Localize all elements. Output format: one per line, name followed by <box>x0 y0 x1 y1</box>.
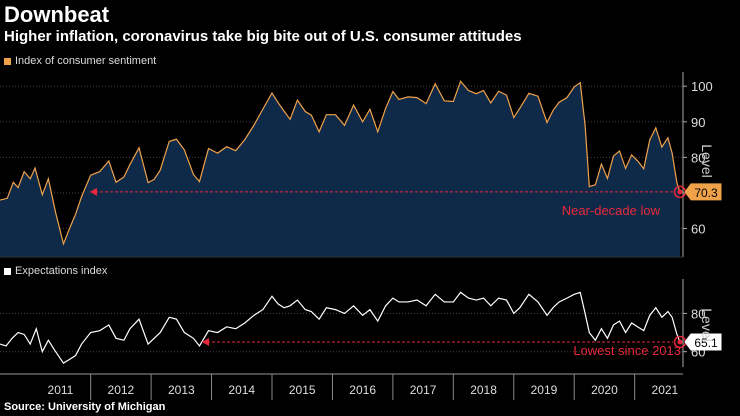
expectations-legend-label: Expectations index <box>15 265 108 277</box>
y-tick-label-80: 80 <box>691 306 705 321</box>
x-tick-label-2014: 2014 <box>228 383 255 397</box>
expectations-legend: Expectations index <box>4 265 107 277</box>
chart-subtitle: Higher inflation, coronavirus take big b… <box>4 28 522 45</box>
expectations-y-axis-label: Level <box>699 308 715 341</box>
annotation-arrowhead <box>202 337 209 346</box>
x-tick-label-2013: 2013 <box>168 383 195 397</box>
y-tick-label-80: 80 <box>691 150 705 165</box>
annotation-text: Near-decade low <box>562 203 661 218</box>
chart-title: Downbeat <box>4 2 110 27</box>
last-value-tag <box>684 333 722 351</box>
x-tick-label-2011: 2011 <box>48 383 74 397</box>
annotation-arrowhead <box>90 187 97 196</box>
y-tick-label-100: 100 <box>691 79 713 94</box>
x-tick-label-2016: 2016 <box>349 383 376 397</box>
annotation-text: Lowest since 2013 <box>573 343 681 358</box>
y-tick-label-60: 60 <box>691 222 705 237</box>
series-line <box>0 291 681 364</box>
x-tick-label-2021: 2021 <box>652 383 679 397</box>
sentiment-legend: Index of consumer sentiment <box>4 55 156 67</box>
expectations-legend-swatch <box>4 267 11 275</box>
source-note: Source: University of Michigan <box>4 401 166 413</box>
area-fill <box>0 81 680 257</box>
x-tick-label-2019: 2019 <box>531 383 558 397</box>
sentiment-legend-swatch <box>4 57 11 65</box>
x-axis: 2011 2012 2013 2014 2015 2016 2017 2018 2019 2020… <box>0 256 683 400</box>
last-value-label: 70.3 <box>694 186 718 200</box>
x-tick-label-2015: 2015 <box>289 383 316 397</box>
x-tick-label-2020: 2020 <box>591 383 618 397</box>
last-value-label: 65.1 <box>694 336 718 350</box>
sentiment-legend-label: Index of consumer sentiment <box>15 55 157 67</box>
last-value-dot <box>677 339 683 345</box>
sentiment-y-axis-label: Level <box>699 144 715 177</box>
y-tick-label-90: 90 <box>691 115 705 130</box>
series-line <box>0 80 681 246</box>
last-value-dot <box>677 189 683 195</box>
last-value-tag <box>684 183 722 201</box>
x-tick-label-2018: 2018 <box>470 383 497 397</box>
x-tick-label-2012: 2012 <box>108 383 135 397</box>
x-tick-label-2017: 2017 <box>410 383 437 397</box>
